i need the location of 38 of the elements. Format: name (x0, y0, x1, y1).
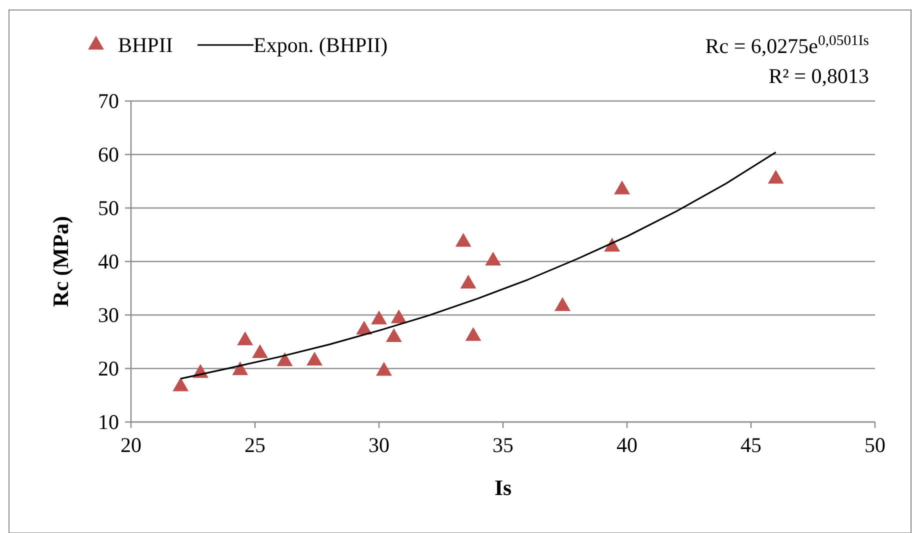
point (614, 180, 630, 194)
point (768, 170, 784, 184)
point (455, 232, 472, 247)
y-tick-label: 30 (98, 303, 119, 327)
x-axis-title: Is (494, 475, 512, 500)
y-axis-title: Rc (MPa) (48, 216, 73, 308)
y-tick-label: 40 (98, 250, 119, 274)
x-tick-label: 30 (368, 433, 390, 457)
text: R² = 0,8013 (768, 64, 869, 88)
x-tick-label: 40 (616, 433, 638, 457)
text: Rc = 6,0275e$^{0,0501Is}$ (705, 33, 870, 58)
point (376, 362, 392, 376)
x-tick-label: 50 (864, 433, 886, 457)
point (371, 310, 387, 324)
x-tick-label: 20 (120, 433, 142, 457)
x-tick-label: 35 (492, 433, 514, 457)
point (554, 297, 570, 311)
point (460, 274, 476, 288)
y-tick-label: 60 (98, 142, 119, 166)
y-tick-label: 50 (98, 196, 119, 220)
x-tick-label: 25 (244, 433, 266, 457)
point (465, 327, 482, 341)
point (252, 344, 268, 358)
point (276, 352, 293, 366)
y-tick-label: 70 (98, 89, 119, 113)
x-tick-label: 45 (740, 433, 762, 457)
point (386, 328, 402, 342)
point (356, 320, 372, 335)
point (485, 252, 502, 266)
point (306, 352, 322, 366)
y-tick-label: 10 (98, 410, 119, 434)
point (390, 309, 407, 324)
point (237, 331, 254, 346)
y-tick-label: 20 (98, 356, 119, 380)
legend-label: Expon. (BHPII) (254, 33, 388, 57)
legend-label: BHPII (118, 33, 173, 57)
point (232, 361, 248, 376)
point (172, 377, 189, 392)
